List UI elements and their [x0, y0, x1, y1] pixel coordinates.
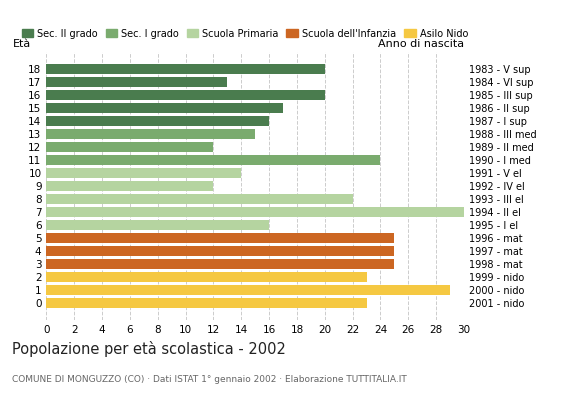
Bar: [46, 194, 353, 204]
Bar: [46, 207, 464, 217]
Bar: [46, 259, 394, 269]
Bar: [46, 181, 213, 191]
Bar: [46, 155, 380, 165]
Bar: [46, 168, 241, 178]
Bar: [46, 233, 394, 243]
Text: COMUNE DI MONGUZZO (CO) · Dati ISTAT 1° gennaio 2002 · Elaborazione TUTTITALIA.I: COMUNE DI MONGUZZO (CO) · Dati ISTAT 1° …: [12, 375, 407, 384]
Text: Età: Età: [13, 39, 31, 49]
Bar: [46, 129, 255, 139]
Legend: Sec. II grado, Sec. I grado, Scuola Primaria, Scuola dell'Infanzia, Asilo Nido: Sec. II grado, Sec. I grado, Scuola Prim…: [18, 25, 472, 42]
Text: Anno di nascita: Anno di nascita: [378, 39, 464, 49]
Bar: [46, 220, 269, 230]
Text: Popolazione per età scolastica - 2002: Popolazione per età scolastica - 2002: [12, 341, 285, 357]
Bar: [46, 272, 367, 282]
Bar: [46, 90, 325, 100]
Bar: [46, 142, 213, 152]
Bar: [46, 298, 367, 308]
Bar: [46, 64, 325, 74]
Bar: [46, 77, 227, 87]
Bar: [46, 103, 283, 113]
Bar: [46, 285, 450, 295]
Bar: [46, 116, 269, 126]
Bar: [46, 246, 394, 256]
